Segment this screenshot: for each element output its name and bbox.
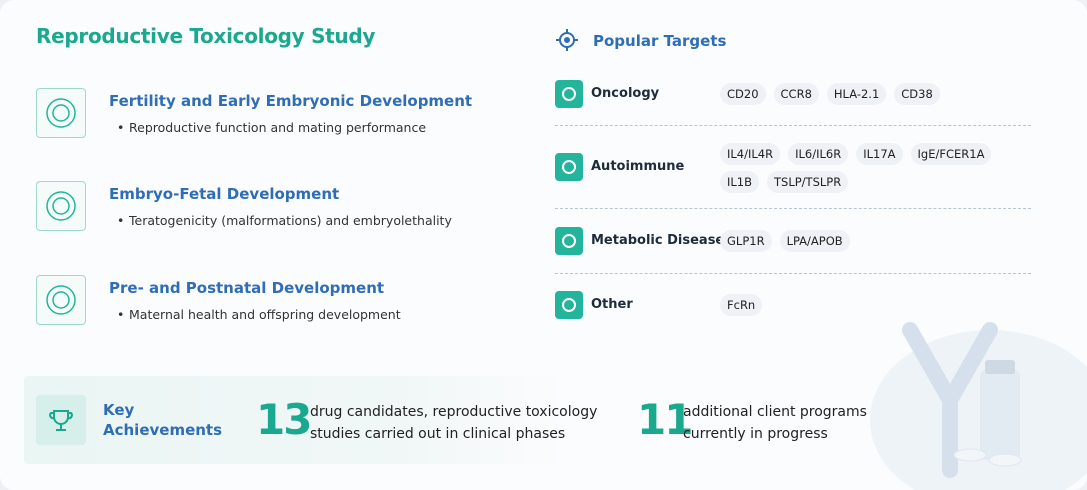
category-name: Other xyxy=(591,297,633,312)
separator xyxy=(555,125,1031,126)
study-bullet-dot: • xyxy=(117,120,125,135)
category-icon xyxy=(555,153,583,181)
study-title: Fertility and Early Embryonic Developmen… xyxy=(109,92,473,110)
achievement-number: 13 xyxy=(256,395,312,444)
separator xyxy=(555,273,1031,274)
achievement-text: drug candidates, reproductive toxicology… xyxy=(310,404,598,442)
target-icon xyxy=(556,29,578,51)
tag-list: IL4/IL4R IL6/IL6R IL17A IgE/FCER1A IL1B TSLP/… xyxy=(720,143,1020,193)
achievements-title: Key Achievements xyxy=(103,401,223,439)
category-icon xyxy=(555,80,583,108)
study-bullet: Reproductive function and mating perform… xyxy=(129,120,427,135)
category-icon xyxy=(555,291,583,319)
category-icon xyxy=(555,227,583,255)
tag: LPA/APOB xyxy=(779,230,850,252)
tag: IL6/IL6R xyxy=(788,143,849,165)
study-bullet-dot: • xyxy=(117,307,125,322)
tag: TSLP/TSLPR xyxy=(767,171,849,193)
study-title: Pre- and Postnatal Development xyxy=(109,279,385,297)
study-bullet: Maternal health and offspring developmen… xyxy=(129,307,401,322)
study-icon xyxy=(36,181,86,231)
targets-title: Popular Targets xyxy=(593,32,727,50)
tag: IL1B xyxy=(720,171,760,193)
category-name: Metabolic Diseases xyxy=(591,233,732,248)
achievements-bar xyxy=(24,376,564,464)
tag-list: GLP1R LPA/APOB xyxy=(720,230,1020,252)
achievement-number: 11 xyxy=(637,395,693,444)
tag-list: FcRn xyxy=(720,294,1020,316)
tag: CD38 xyxy=(894,83,940,105)
category-name: Oncology xyxy=(591,86,660,101)
separator xyxy=(555,208,1031,209)
tag: IL4/IL4R xyxy=(720,143,781,165)
study-bullet: Teratogenicity (malformations) and embry… xyxy=(129,213,452,228)
tag: FcRn xyxy=(720,294,763,316)
study-icon xyxy=(36,275,86,325)
tag-list: CD20 CCR8 HLA-2.1 CD38 xyxy=(720,83,1020,105)
tag: IL17A xyxy=(856,143,903,165)
study-title: Embryo-Fetal Development xyxy=(109,185,340,203)
decoration xyxy=(870,322,1087,490)
tag: HLA-2.1 xyxy=(826,83,887,105)
study-bullet-dot: • xyxy=(117,213,125,228)
tag: CCR8 xyxy=(773,83,819,105)
tag: IgE/FCER1A xyxy=(910,143,992,165)
page-title: Reproductive Toxicology Study xyxy=(36,24,376,48)
category-name: Autoimmune xyxy=(591,159,685,174)
achievement-text: additional client programs currently in … xyxy=(683,404,867,442)
tag: CD20 xyxy=(720,83,766,105)
study-icon xyxy=(36,88,86,138)
trophy-icon xyxy=(36,395,86,445)
tag: GLP1R xyxy=(720,230,772,252)
